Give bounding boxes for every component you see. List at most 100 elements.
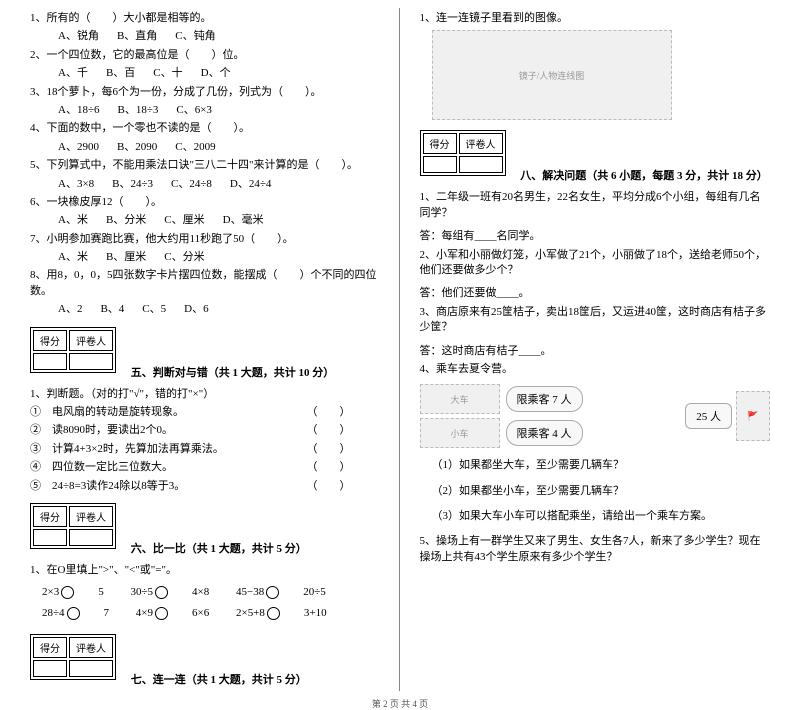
q1-stem: 1、所有的（ ）大小都是相等的。 [30, 11, 381, 26]
people-count: 25 人 [685, 403, 732, 429]
page-footer: 第 2 页 共 4 页 [30, 697, 770, 710]
opt: B、4 [100, 302, 124, 317]
judge-text: ⑤ 24÷8=3读作24除以8等于3。 [30, 479, 185, 494]
s6-lead: 1、在O里填上">"、"<"或"="。 [30, 563, 381, 578]
score-col: 得分 [33, 330, 67, 351]
marker-col: 评卷人 [69, 506, 113, 527]
compare-item: 2×35 [42, 586, 104, 599]
s8-i3: 3、商店原来有25筐桔子，卖出18筐后，又运进40筐，这时商店有桔子多少筐？ [420, 305, 771, 336]
judge-item: ② 读8090时，要读出2个0。 （ ） [30, 423, 381, 438]
blank [69, 353, 113, 370]
judge-text: ④ 四位数一定比三位数大。 [30, 460, 173, 475]
mirror-image: 镜子/人物连线图 [432, 30, 672, 120]
q3-opts: A、18÷6B、18÷3C、6×3 [30, 103, 381, 118]
q5-opts: A、3×8 B、24÷3 C、24÷8 D、24÷4 [30, 177, 381, 192]
left-column: 1、所有的（ ）大小都是相等的。 A、锐角 B、直角 C、钝角 2、一个四位数，它的… [30, 8, 400, 691]
q7-opts: A、米B、厘米C、分米 [30, 250, 381, 265]
judge-text: ① 电风扇的转动是旋转现象。 [30, 405, 184, 420]
opt: C、钝角 [175, 29, 215, 44]
score-col: 得分 [33, 506, 67, 527]
judge-text: ③ 计算4+3×2时，先算加法再算乘法。 [30, 442, 224, 457]
s8-i3-ans: 答：这时商店有桔子____。 [420, 344, 771, 359]
blank [423, 156, 457, 173]
s8-i1-ans: 答：每组有____名同学。 [420, 229, 771, 244]
opt: A、锐角 [58, 29, 99, 44]
blank [69, 529, 113, 546]
q7-stem: 7、小明参加赛跑比赛，他大约用11秒跑了50（ ）。 [30, 232, 381, 247]
q4-stem: 4、下面的数中，一个零也不读的是（ ）。 [30, 121, 381, 136]
opt: D、毫米 [223, 213, 264, 228]
compare-row: 2×35 30÷54×8 45−3820÷5 [30, 586, 381, 599]
bus-small-label: 限乘客 4 人 [506, 420, 583, 446]
bus-flag-row: 大车 限乘客 7 人 小车 限乘客 4 人 25 人 🚩 [420, 380, 771, 452]
score-box-7: 得分评卷人 [30, 634, 116, 680]
page-columns: 1、所有的（ ）大小都是相等的。 A、锐角 B、直角 C、钝角 2、一个四位数，它的… [30, 8, 770, 691]
opt: B、2090 [117, 140, 157, 155]
judge-blank: （ ） [307, 405, 351, 420]
compare-item: 4×96×6 [136, 607, 209, 620]
flag-person-icon: 🚩 [736, 391, 770, 441]
blank [69, 660, 113, 677]
bus-big-label: 限乘客 7 人 [506, 386, 583, 412]
marker-col: 评卷人 [69, 330, 113, 351]
compare-item: 45−3820÷5 [236, 586, 326, 599]
judge-blank: （ ） [307, 423, 351, 438]
circle-icon [61, 586, 74, 599]
opt: A、米 [58, 213, 88, 228]
s8-i1: 1、二年级一班有20名男生，22名女生，平均分成6个小组，每组有几名同学？ [420, 190, 771, 221]
circle-icon [67, 607, 80, 620]
judge-item: ⑤ 24÷8=3读作24除以8等于3。 （ ） [30, 479, 381, 494]
q4-opts: A、2900 B、2090 C、2009 [30, 140, 381, 155]
circle-icon [266, 586, 279, 599]
opt: C、十 [153, 66, 182, 81]
compare-item: 2×5+83+10 [236, 607, 327, 620]
q3-stem: 3、18个萝卜，每6个为一份，分成了几份，列式为（ ）。 [30, 85, 381, 100]
opt: A、3×8 [58, 177, 94, 192]
marker-col: 评卷人 [69, 637, 113, 658]
q5-stem: 5、下列算式中，不能用乘法口诀"三八二十四"来计算的是（ ）。 [30, 158, 381, 173]
q6-stem: 6、一块橡皮厚12（ ）。 [30, 195, 381, 210]
score-col: 得分 [423, 133, 457, 154]
opt: A、18÷6 [58, 103, 99, 118]
right-column: 1、连一连镜子里看到的图像。 镜子/人物连线图 得分评卷人 八、解决问题（共 6… [420, 8, 771, 691]
s8-i5: 5、操场上有一群学生又来了男生、女生各7人，新来了多少学生？现在操场上共有43个… [420, 534, 771, 565]
s8-i2-ans: 答：他们还要做____。 [420, 286, 771, 301]
score-box-5: 得分评卷人 [30, 327, 116, 373]
q2-stem: 2、一个四位数，它的最高位是（ ）位。 [30, 48, 381, 63]
opt: B、百 [106, 66, 135, 81]
section8-title: 八、解决问题（共 6 小题，每题 3 分，共计 18 分） [520, 167, 768, 183]
judge-blank: （ ） [307, 479, 351, 494]
opt: A、2 [58, 302, 82, 317]
opt: C、6×3 [176, 103, 212, 118]
blank [459, 156, 503, 173]
section5-title: 五、判断对与错（共 1 大题，共计 10 分） [131, 364, 335, 380]
opt: C、24÷8 [171, 177, 212, 192]
section6-title: 六、比一比（共 1 大题，共计 5 分） [131, 540, 307, 556]
circle-icon [267, 607, 280, 620]
opt: A、2900 [58, 140, 99, 155]
s8-i2: 2、小军和小丽做灯笼，小军做了21个，小丽做了18个，送给老师50个，他们还要做… [420, 248, 771, 279]
judge-text: ② 读8090时，要读出2个0。 [30, 423, 173, 438]
circle-icon [155, 607, 168, 620]
opt: B、厘米 [106, 250, 146, 265]
s8-i4: 4、乘车去夏令营。 [420, 362, 771, 377]
opt: C、5 [142, 302, 166, 317]
opt: C、2009 [175, 140, 215, 155]
opt: A、米 [58, 250, 88, 265]
opt: B、直角 [117, 29, 157, 44]
opt: C、厘米 [164, 213, 204, 228]
blank [33, 353, 67, 370]
opt: D、个 [201, 66, 231, 81]
s8-sub1: （1）如果都坐大车，至少需要几辆车？ [420, 458, 771, 473]
opt: B、24÷3 [112, 177, 153, 192]
s5-lead: 1、判断题。（对的打"√"，错的打"×"） [30, 387, 381, 402]
opt: A、千 [58, 66, 88, 81]
judge-item: ③ 计算4+3×2时，先算加法再算乘法。（ ） [30, 442, 381, 457]
marker-col: 评卷人 [459, 133, 503, 154]
bus-small-icon: 小车 [420, 418, 500, 448]
opt: D、6 [184, 302, 208, 317]
opt: D、24÷4 [230, 177, 271, 192]
judge-item: ④ 四位数一定比三位数大。（ ） [30, 460, 381, 475]
q2-opts: A、千 B、百 C、十 D、个 [30, 66, 381, 81]
q8-stem: 8、用8，0，0，5四张数字卡片摆四位数，能摆成（ ）个不同的四位数。 [30, 268, 381, 299]
